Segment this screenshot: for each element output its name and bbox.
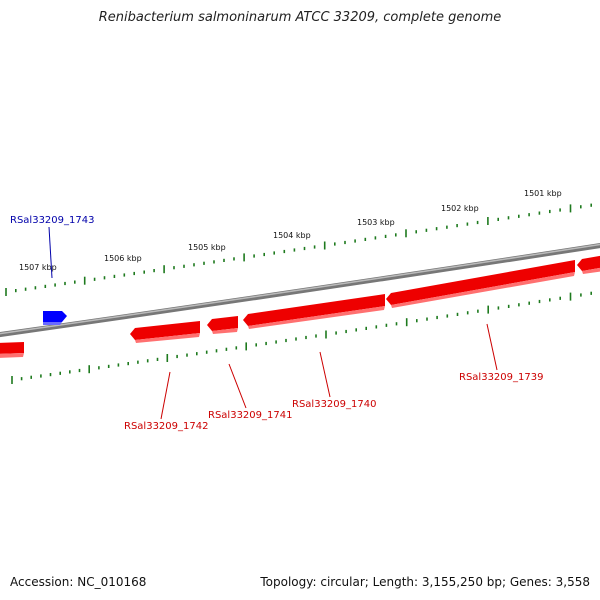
scale-label-1502: 1502 kbp (441, 204, 479, 213)
scale-label-1507: 1507 kbp (19, 263, 57, 272)
accession-label: Accession: NC_010168 (10, 575, 147, 589)
gene-RSal33209_1740[interactable] (243, 294, 385, 329)
scale-label-1504: 1504 kbp (273, 231, 311, 240)
outer-tick-track (5, 203, 593, 296)
gene-RSal33209_1741[interactable] (207, 316, 238, 334)
inner-tick-track (11, 291, 593, 384)
callout-lines (48, 226, 498, 420)
label-RSal33209_1741: RSal33209_1741 (208, 410, 292, 421)
scale-label-1505: 1505 kbp (188, 243, 226, 252)
gene-right-edge[interactable] (577, 255, 600, 274)
label-RSal33209_1742: RSal33209_1742 (124, 421, 208, 432)
gene-left-edge[interactable] (0, 342, 24, 358)
gene-RSal33209_1742[interactable] (130, 321, 200, 343)
gene-RSal33209_1743[interactable] (43, 311, 67, 325)
label-RSal33209_1743: RSal33209_1743 (10, 215, 94, 226)
scale-label-1501: 1501 kbp (524, 189, 562, 198)
gene-RSal33209_1739[interactable] (386, 260, 575, 308)
gene-labels: RSal33209_1743 RSal33209_1742 RSal33209_… (10, 215, 543, 432)
genome-summary: Topology: circular; Length: 3,155,250 bp… (260, 575, 590, 589)
label-RSal33209_1740: RSal33209_1740 (292, 399, 376, 410)
genome-title: Renibacterium salmoninarum ATCC 33209, c… (98, 10, 502, 25)
label-RSal33209_1739: RSal33209_1739 (459, 372, 543, 383)
scale-label-1503: 1503 kbp (357, 218, 395, 227)
scale-label-1506: 1506 kbp (104, 254, 142, 263)
scale-labels: 1507 kbp 1506 kbp 1505 kbp 1504 kbp 1503… (19, 189, 562, 272)
genome-backbone (0, 243, 600, 338)
